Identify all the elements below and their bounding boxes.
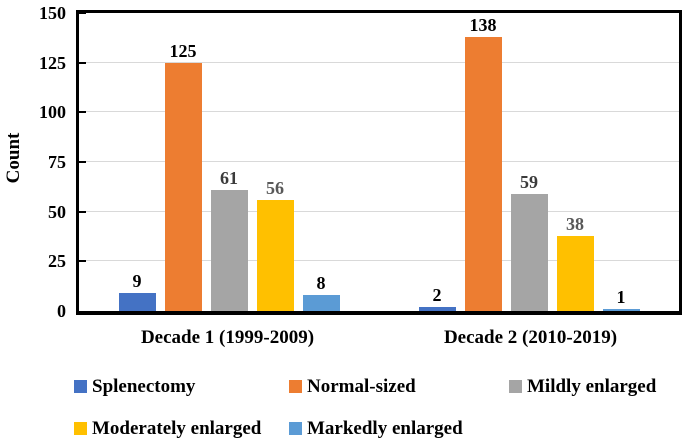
y-tick-label-75: 75 — [48, 152, 66, 172]
bar-mildly-enlarged-decade-2-2010-2019 — [510, 194, 548, 311]
gridline-25 — [79, 260, 679, 262]
bar-normal-sized-decade-1-1999-2009 — [164, 63, 202, 311]
bar-value-label: 9 — [132, 271, 142, 291]
category-label-decade-2: Decade 2 (2010-2019) — [443, 327, 618, 348]
y-tick-mark-125 — [79, 61, 86, 64]
bar-cell-normal-sized-decade-1-1999-2009: 125 — [164, 41, 202, 311]
legend-swatch-icon — [74, 422, 87, 435]
bar-normal-sized-decade-2-2010-2019 — [464, 37, 502, 311]
bar-cell-normal-sized-decade-2-2010-2019: 138 — [464, 15, 502, 311]
gridline-75 — [79, 161, 679, 162]
y-tick-label-150: 150 — [39, 3, 66, 23]
legend-item-mildly-enlarged: Mildly enlarged — [509, 377, 656, 396]
gridline-125 — [79, 61, 679, 63]
y-tick-label-125: 125 — [39, 52, 66, 73]
legend-label: Splenectomy — [92, 376, 196, 397]
bar-value-label: 1 — [616, 287, 626, 307]
bar-mildly-enlarged-decade-1-1999-2009 — [210, 190, 248, 311]
legend-swatch-icon — [289, 380, 302, 393]
y-tick-label-50: 50 — [48, 201, 66, 222]
bar-value-label: 56 — [266, 178, 284, 198]
plot-area: 9 125 61 56 8 2 138 59 38 1 — [76, 10, 682, 315]
bar-cell-mildly-enlarged-decade-2-2010-2019: 59 — [510, 172, 548, 311]
y-tick-label-0: 0 — [57, 301, 66, 321]
y-tick-mark-25 — [79, 260, 86, 263]
bar-markedly-enlarged-decade-2-2010-2019 — [602, 309, 640, 311]
legend-item-markedly-enlarged: Markedly enlarged — [289, 419, 463, 438]
bar-cell-moderately-enlarged-decade-1-1999-2009: 56 — [256, 178, 294, 311]
bar-value-label: 59 — [520, 172, 538, 192]
bar-splenectomy-decade-2-2010-2019 — [418, 307, 456, 311]
bar-splenectomy-decade-1-1999-2009 — [118, 293, 156, 311]
bar-cell-splenectomy-decade-2-2010-2019: 2 — [418, 285, 456, 311]
gridline-100 — [79, 111, 679, 113]
bar-groups: 9 125 61 56 8 2 138 59 38 1 — [79, 13, 679, 311]
legend-label: Markedly enlarged — [307, 418, 463, 438]
y-tick-mark-50 — [79, 210, 86, 213]
bar-group-decade-2-2010-2019: 2 138 59 38 1 — [379, 13, 679, 311]
legend-label: Mildly enlarged — [527, 376, 657, 397]
legend-swatch-icon — [509, 380, 522, 393]
y-tick-mark-150 — [79, 12, 86, 14]
legend-item-moderately-enlarged: Moderately enlarged — [74, 419, 261, 438]
legend-swatch-icon — [74, 380, 87, 393]
bar-value-label: 61 — [220, 168, 238, 188]
bar-moderately-enlarged-decade-1-1999-2009 — [256, 200, 294, 311]
legend-item-splenectomy: Splenectomy — [74, 377, 195, 396]
bar-cell-splenectomy-decade-1-1999-2009: 9 — [118, 271, 156, 311]
category-label-decade-1: Decade 1 (1999-2009) — [140, 327, 315, 348]
x-axis-category-labels: Decade 1 (1999-2009) Decade 2 (2010-2019… — [76, 315, 682, 349]
legend-swatch-icon — [289, 422, 302, 435]
y-tick-label-100: 100 — [39, 102, 66, 123]
bar-value-label: 8 — [316, 273, 326, 293]
y-tick-mark-100 — [79, 111, 86, 114]
bar-moderately-enlarged-decade-2-2010-2019 — [556, 236, 594, 311]
bar-value-label: 138 — [469, 15, 497, 35]
bar-cell-mildly-enlarged-decade-1-1999-2009: 61 — [210, 168, 248, 311]
bar-value-label: 2 — [432, 285, 442, 305]
bar-value-label: 38 — [566, 214, 584, 234]
legend-label: Moderately enlarged — [92, 418, 262, 438]
bar-cell-moderately-enlarged-decade-2-2010-2019: 38 — [556, 214, 594, 311]
y-tick-mark-75 — [79, 161, 86, 163]
bar-group-decade-1-1999-2009: 9 125 61 56 8 — [79, 13, 379, 311]
gridline-50 — [79, 210, 679, 212]
bar-value-label: 125 — [169, 41, 197, 61]
legend-item-normal-sized: Normal-sized — [289, 377, 416, 396]
bar-cell-markedly-enlarged-decade-2-2010-2019: 1 — [602, 287, 640, 311]
legend-label: Normal-sized — [307, 376, 416, 397]
y-tick-label-25: 25 — [48, 251, 66, 272]
bar-cell-markedly-enlarged-decade-1-1999-2009: 8 — [302, 273, 340, 311]
bar-markedly-enlarged-decade-1-1999-2009 — [302, 295, 340, 311]
